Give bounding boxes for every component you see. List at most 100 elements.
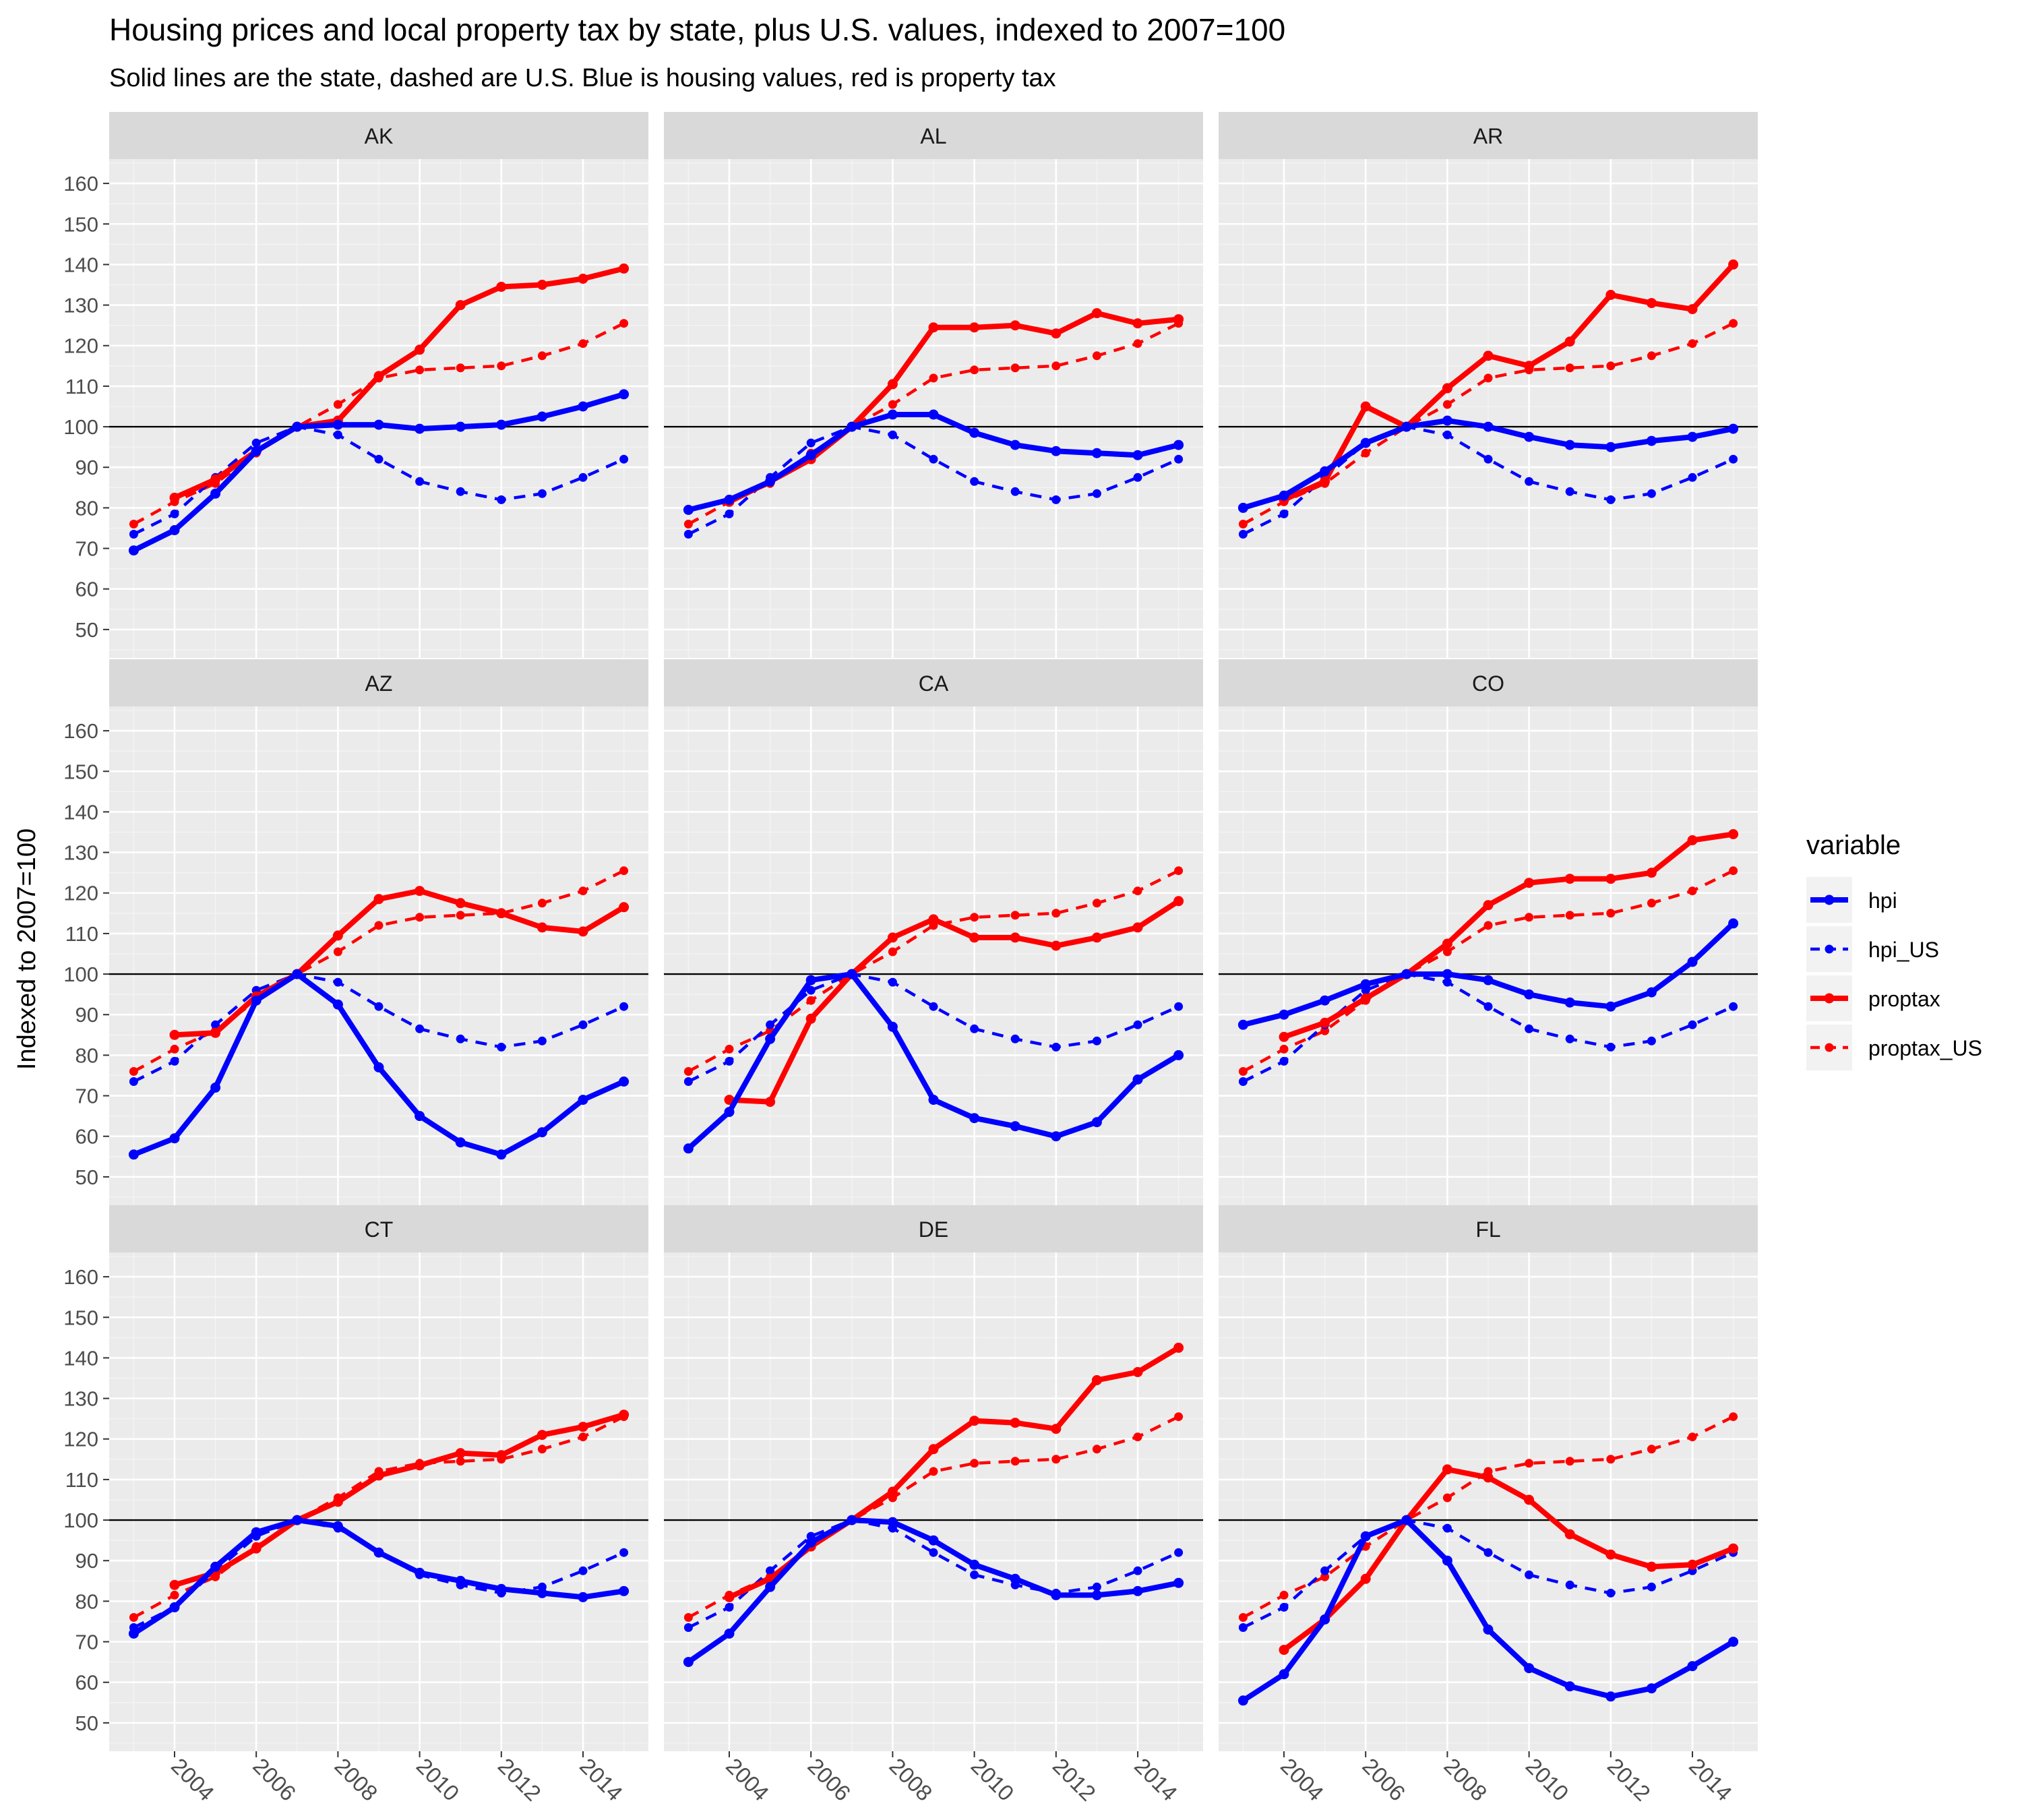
data-point bbox=[169, 492, 180, 503]
data-point bbox=[1565, 1457, 1574, 1466]
data-point bbox=[1728, 1543, 1739, 1554]
data-point bbox=[456, 911, 465, 920]
x-tick-label: 2010 bbox=[967, 1753, 1019, 1806]
data-point bbox=[1010, 911, 1020, 920]
data-point bbox=[251, 995, 262, 1006]
data-point bbox=[1320, 1026, 1330, 1035]
data-point bbox=[1483, 975, 1494, 985]
data-point bbox=[1687, 1661, 1698, 1672]
data-point bbox=[578, 401, 588, 412]
data-point bbox=[1051, 446, 1062, 456]
data-point bbox=[1133, 339, 1142, 348]
data-point bbox=[455, 1448, 466, 1459]
data-point bbox=[129, 1613, 138, 1622]
legend-key-point bbox=[1824, 894, 1835, 905]
data-point bbox=[1646, 1683, 1657, 1694]
data-point bbox=[1010, 320, 1020, 331]
data-point bbox=[970, 365, 979, 375]
data-point bbox=[725, 509, 734, 518]
data-point bbox=[129, 1077, 138, 1086]
y-tick-label: 110 bbox=[65, 1468, 98, 1492]
legend-key-point bbox=[1824, 993, 1835, 1004]
facet-strip bbox=[664, 112, 1203, 159]
data-point bbox=[1010, 1121, 1020, 1132]
data-point bbox=[170, 1590, 179, 1600]
data-point bbox=[1483, 373, 1493, 383]
data-point bbox=[1279, 1590, 1289, 1600]
data-point bbox=[1606, 495, 1616, 504]
data-point bbox=[1237, 1695, 1248, 1706]
y-tick-label: 70 bbox=[75, 1631, 98, 1654]
data-point bbox=[1483, 1002, 1493, 1011]
data-point bbox=[1483, 1548, 1493, 1557]
series-hpi bbox=[683, 1515, 1184, 1668]
data-point bbox=[537, 1036, 547, 1045]
x-tick-label: 2006 bbox=[803, 1753, 855, 1806]
data-point bbox=[415, 365, 425, 375]
panel-de: DE bbox=[664, 1205, 1203, 1751]
data-point bbox=[1688, 339, 1697, 348]
data-point bbox=[1238, 520, 1248, 528]
data-point bbox=[129, 530, 138, 539]
data-point bbox=[969, 1559, 980, 1570]
data-point bbox=[1051, 495, 1061, 504]
data-point bbox=[1320, 1566, 1330, 1575]
x-tick-label: 2008 bbox=[884, 1753, 937, 1806]
data-point bbox=[1051, 1131, 1062, 1142]
data-point bbox=[455, 300, 466, 311]
x-axes-layer: 2004 2006 2008 2010 2012 2014 2004 2006 2008 2010… bbox=[166, 1751, 1737, 1806]
data-point bbox=[970, 477, 979, 486]
data-point bbox=[1729, 866, 1738, 876]
y-tick-label: 50 bbox=[75, 1711, 98, 1735]
data-point bbox=[578, 926, 588, 937]
y-tick-label: 110 bbox=[65, 375, 98, 398]
data-point bbox=[928, 322, 939, 333]
data-point bbox=[128, 545, 139, 556]
data-point bbox=[1360, 437, 1371, 448]
data-point bbox=[1605, 290, 1616, 300]
data-point bbox=[1647, 489, 1656, 498]
data-point bbox=[1320, 466, 1330, 477]
data-point bbox=[1647, 351, 1656, 361]
data-point bbox=[1091, 1117, 1102, 1128]
data-point bbox=[415, 886, 425, 897]
y-tick-label: 60 bbox=[75, 1125, 98, 1149]
data-point bbox=[887, 1517, 898, 1527]
data-point bbox=[537, 1445, 547, 1454]
data-point bbox=[1442, 1555, 1452, 1566]
data-point bbox=[929, 373, 938, 383]
data-point bbox=[765, 1097, 776, 1108]
data-point bbox=[1524, 361, 1535, 371]
x-tick-label: 2010 bbox=[412, 1753, 464, 1806]
panel-ak: AK bbox=[109, 112, 648, 658]
chart-title: Housing prices and local property tax by… bbox=[109, 12, 1285, 47]
data-point bbox=[251, 1527, 262, 1538]
data-point bbox=[1728, 259, 1739, 270]
data-point bbox=[724, 1629, 735, 1639]
data-point bbox=[455, 1575, 466, 1586]
data-point bbox=[1646, 435, 1657, 446]
series-hpi bbox=[128, 389, 630, 556]
x-tick-label: 2006 bbox=[248, 1753, 301, 1806]
data-point bbox=[1173, 439, 1184, 450]
data-point bbox=[1647, 1582, 1656, 1591]
data-point bbox=[1173, 1342, 1184, 1353]
data-point bbox=[1728, 829, 1739, 839]
x-tick-label: 2004 bbox=[721, 1753, 774, 1806]
data-point bbox=[1605, 442, 1616, 452]
x-tick-label: 2004 bbox=[1276, 1753, 1328, 1806]
data-point bbox=[496, 1149, 507, 1160]
data-point bbox=[619, 319, 629, 328]
data-point bbox=[888, 430, 897, 439]
data-point bbox=[805, 975, 816, 985]
data-point bbox=[1133, 1432, 1142, 1442]
data-point bbox=[537, 351, 547, 361]
data-point bbox=[1320, 1572, 1330, 1581]
data-point bbox=[1092, 1445, 1101, 1454]
data-point bbox=[1051, 361, 1061, 371]
data-point bbox=[1565, 1034, 1574, 1043]
data-point bbox=[1279, 1645, 1289, 1656]
data-point bbox=[1132, 1074, 1143, 1085]
series-line-proptax bbox=[1283, 262, 1736, 503]
legend-label: hpi_US bbox=[1868, 938, 1939, 962]
